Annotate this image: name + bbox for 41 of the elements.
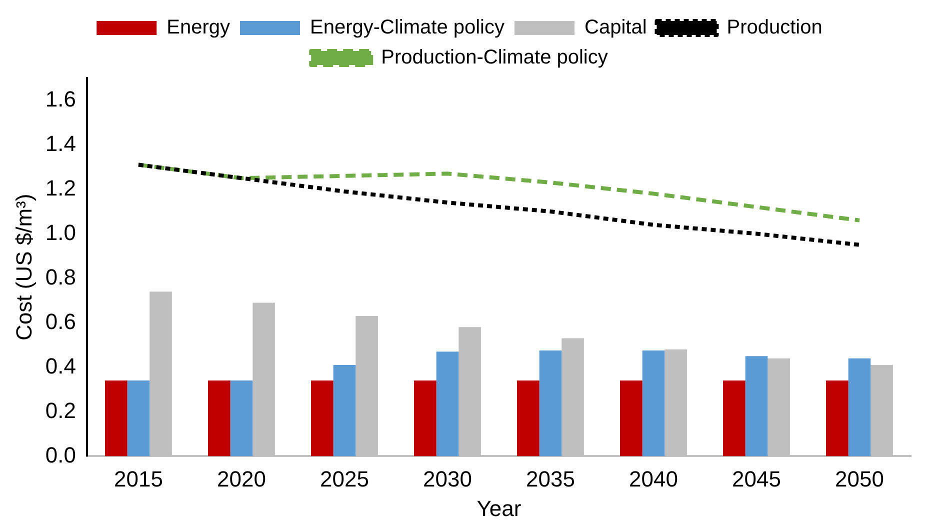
bar xyxy=(414,380,436,456)
y-tick-label: 1.2 xyxy=(45,175,76,200)
bar xyxy=(826,380,848,456)
x-tick-label: 2020 xyxy=(217,466,266,492)
x-tick-label: 2015 xyxy=(114,466,163,492)
bar xyxy=(127,380,150,456)
y-tick-label: 1.4 xyxy=(45,130,76,156)
x-tick-label: 2025 xyxy=(320,466,369,492)
x-tick-label: 2030 xyxy=(423,466,472,492)
x-tick-label: 2035 xyxy=(526,466,575,492)
bar xyxy=(436,352,459,456)
bar xyxy=(723,380,746,456)
x-tick-label: 2045 xyxy=(732,466,781,492)
legend-label: Production xyxy=(726,16,822,39)
legend-label: Production-Climate policy xyxy=(381,46,608,69)
bar xyxy=(539,350,562,456)
bar xyxy=(620,380,642,456)
y-tick-label: 0.2 xyxy=(45,398,76,423)
y-tick-label: 0.4 xyxy=(45,353,76,378)
bar xyxy=(642,350,665,456)
y-tick-label: 1.6 xyxy=(45,86,76,112)
bar xyxy=(745,356,768,456)
y-tick-label: 0.6 xyxy=(45,308,76,334)
x-tick-label: 2040 xyxy=(629,466,678,492)
legend-label: Capital xyxy=(584,16,647,39)
bar xyxy=(208,380,230,456)
y-tick-label: 0.8 xyxy=(45,264,76,290)
legend-label: Energy xyxy=(166,16,230,39)
y-axis-title: Cost (US $/m³) xyxy=(11,194,36,340)
bar xyxy=(105,380,128,456)
legend-label: Energy-Climate policy xyxy=(310,16,505,39)
line-series xyxy=(136,162,862,247)
bar xyxy=(333,364,356,456)
y-tick-label: 0.0 xyxy=(45,442,76,468)
x-tick-label: 2050 xyxy=(835,466,884,492)
bar xyxy=(311,380,334,456)
bar xyxy=(230,380,253,456)
bar xyxy=(517,380,540,456)
bar xyxy=(848,358,871,456)
x-axis-title: Year xyxy=(476,496,522,521)
y-tick-label: 1.0 xyxy=(45,220,76,245)
